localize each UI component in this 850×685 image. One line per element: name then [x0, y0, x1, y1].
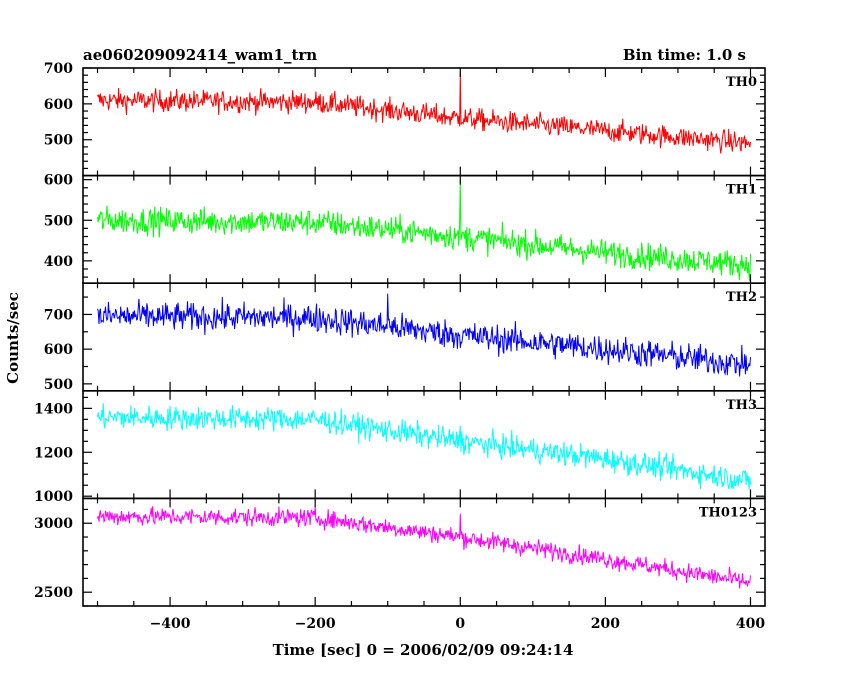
y-tick-label: 1400 [34, 401, 73, 417]
x-tick-label: 200 [591, 616, 620, 632]
panel-label: TH1 [726, 183, 757, 198]
panel-th0: 500 600 700 TH0 [44, 61, 766, 177]
panels-layer: 500 600 700 TH0 400 500 600 TH1 500 600 700 TH2 1000… [34, 61, 766, 632]
y-tick-label: 400 [44, 254, 73, 270]
x-tick-label: −200 [295, 616, 336, 632]
y-axis-label: Counts/sec [4, 292, 22, 384]
y-tick-label: 500 [44, 213, 73, 229]
series-line-th1 [97, 179, 751, 282]
y-tick-label: 600 [44, 97, 73, 113]
panel-th1: 400 500 600 TH1 [44, 173, 766, 285]
panel-label: TH0 [726, 75, 757, 90]
y-tick-label: 500 [44, 377, 73, 393]
y-tick-label: 600 [44, 342, 73, 358]
y-tick-label: 2500 [34, 585, 73, 601]
bin-time-label: Bin time: 1.0 s [623, 46, 746, 64]
panel-label: TH3 [726, 398, 757, 413]
panel-th2: 500 600 700 TH2 [44, 282, 766, 393]
x-axis-label: Time [sec] 0 = 2006/02/09 09:24:14 [273, 641, 574, 659]
y-tick-label: 700 [44, 307, 73, 323]
x-tick-label: 0 [455, 616, 465, 632]
y-tick-label: 500 [44, 133, 73, 149]
panel-th0123: 2500 3000 TH0123 −400 −200 0 200 400 [34, 497, 766, 632]
y-tick-label: 700 [44, 61, 73, 77]
x-tick-label: 400 [736, 616, 765, 632]
panel-label: TH0123 [699, 505, 757, 520]
y-tick-label: 600 [44, 173, 73, 189]
panel-frame [82, 389, 766, 500]
panel-frame [82, 67, 766, 177]
panel-frame [82, 282, 766, 392]
panel-th3: 1000 1200 1400 TH3 [34, 389, 766, 505]
panel-label: TH2 [726, 290, 757, 305]
y-tick-label: 1000 [34, 489, 73, 505]
y-tick-label: 1200 [34, 445, 73, 461]
series-line-th0123 [97, 506, 751, 589]
chart-title: ae060209092414_wam1_trn [83, 46, 317, 64]
y-tick-label: 3000 [34, 516, 73, 532]
x-tick-label: −400 [150, 616, 191, 632]
series-line-th2 [97, 293, 751, 377]
series-line-th0 [97, 71, 751, 154]
series-line-th3 [97, 403, 751, 490]
